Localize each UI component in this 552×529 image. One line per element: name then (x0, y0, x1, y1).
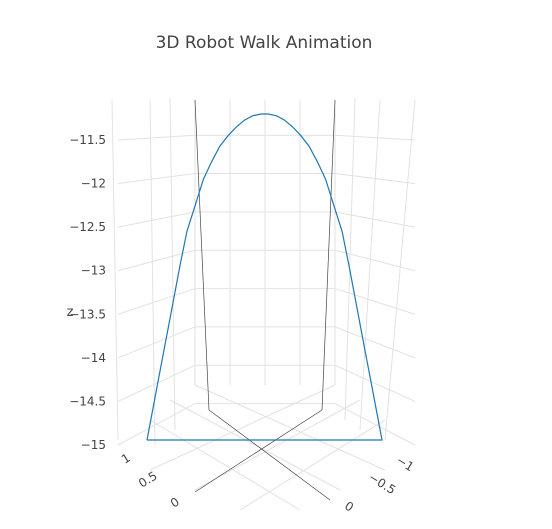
z-tick-label: −12.5 (69, 220, 106, 234)
trace-layer (146, 113, 383, 441)
grid-line-z-level (117, 364, 416, 402)
x-tick-label: 0.5 (136, 469, 160, 491)
axis-line-back-right (321, 99, 336, 411)
y-tick-label: −1 (394, 453, 416, 474)
scene-axes (194, 99, 336, 501)
z-tick-label: −14.5 (69, 394, 106, 408)
z-tick-label: −12 (81, 177, 106, 191)
z-tick-label: −11.5 (69, 133, 106, 147)
tick-labels: −11.5 −12 −12.5 −13 −13.5 −14 −14.5 −15 10.5 0 −1−… (69, 133, 416, 515)
z-tick-label: −13.5 (69, 307, 106, 321)
z-axis-label: z (67, 305, 74, 320)
axis-line-floor-x (208, 409, 331, 501)
axis-line-back-left (194, 99, 210, 411)
grid-line-z-level (117, 326, 416, 359)
axis-line-floor-y (194, 409, 323, 493)
grid-line-floor (149, 419, 301, 511)
x-tick-label: 0 (168, 495, 182, 511)
grid-line-left-v (111, 99, 119, 441)
grid-line-floor (194, 399, 361, 491)
grid-line-left-v (149, 99, 156, 446)
grid-line-z-level (117, 173, 416, 185)
grid-line-z-level (117, 288, 416, 315)
chart-title: 3D Robot Walk Animation (156, 33, 373, 53)
series-line (146, 113, 383, 441)
z-tick-label: −14 (81, 351, 106, 365)
grid-line-floor (194, 384, 386, 471)
y-tick-label: −0.5 (366, 470, 398, 497)
grid-line-z-level (117, 211, 416, 228)
scene-grid (111, 97, 416, 511)
grid-line-left-v (169, 97, 176, 431)
y-tick-label: 0 (342, 499, 356, 515)
grid-line-right-v (344, 97, 356, 421)
grid-line-floor (149, 384, 336, 471)
grid-line-z-level (117, 403, 416, 446)
grid-line-right-v (359, 99, 381, 431)
grid-line-floor (239, 419, 386, 511)
z-tick-label: −13 (81, 264, 106, 278)
x-tick-label: 1 (119, 451, 133, 467)
grid-line-z-level (117, 249, 416, 272)
grid-line-z-level (117, 134, 416, 141)
z-tick-label: −15 (81, 438, 106, 452)
grid-line-floor (169, 399, 341, 491)
grid-line-right-v (384, 99, 416, 441)
